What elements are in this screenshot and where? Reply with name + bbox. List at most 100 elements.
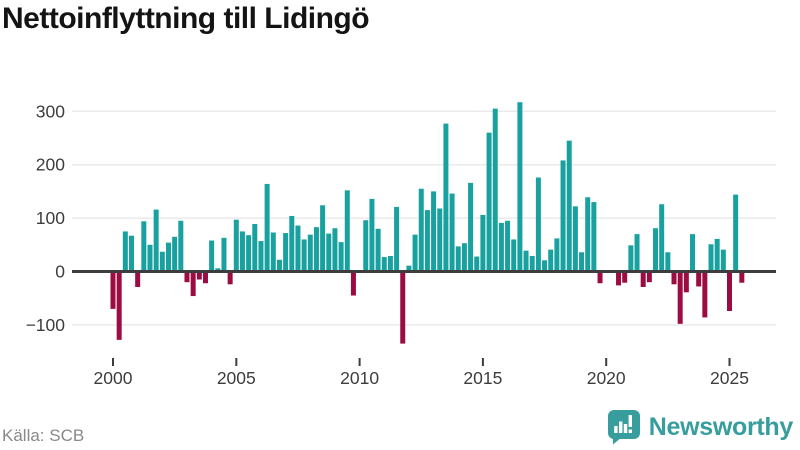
bar: [733, 194, 739, 272]
bar: [394, 206, 400, 272]
bar: [634, 234, 640, 272]
bar: [165, 242, 171, 272]
bar: [449, 193, 455, 272]
bar: [381, 257, 387, 272]
bar: [554, 238, 560, 272]
source-label: Källa: SCB: [2, 426, 85, 445]
bar: [659, 204, 665, 272]
bar: [616, 271, 622, 286]
bar: [227, 271, 233, 285]
bar: [369, 198, 375, 272]
bar: [147, 244, 153, 272]
bar: [720, 249, 726, 272]
y-axis-label: 100: [36, 208, 65, 228]
bar: [412, 234, 418, 272]
bar: [258, 241, 264, 272]
bar: [215, 268, 221, 272]
bar: [116, 271, 122, 340]
bar: [184, 271, 190, 283]
bar: [159, 251, 165, 272]
bar: [363, 220, 369, 272]
bar: [332, 228, 338, 272]
bar: [326, 233, 332, 272]
bar: [542, 260, 548, 272]
bar: [418, 188, 424, 272]
bar: [289, 215, 295, 272]
bar: [431, 191, 437, 272]
bar: [424, 210, 430, 272]
bar: [665, 252, 671, 272]
bar: [579, 252, 585, 272]
bar: [653, 228, 659, 272]
bar: [295, 225, 301, 272]
bar: [640, 271, 646, 287]
bar: [523, 250, 529, 272]
bar: [714, 238, 720, 272]
bar: [400, 271, 406, 344]
y-axis-label: 300: [36, 101, 65, 121]
bar: [455, 246, 461, 272]
bar: [128, 235, 134, 272]
bar: [498, 222, 504, 272]
newsworthy-wordmark: Newsworthy: [648, 412, 794, 441]
y-axis-label: 200: [36, 155, 65, 175]
bar: [135, 271, 141, 287]
y-axis-label: −100: [26, 315, 66, 335]
bar: [122, 231, 128, 272]
bar: [492, 108, 498, 272]
bar: [350, 271, 356, 296]
bar: [320, 205, 326, 272]
bar: [406, 265, 412, 272]
chart-title: Nettoinflyttning till Lidingö: [2, 2, 370, 35]
bar: [566, 140, 572, 272]
x-axis-label: 2015: [463, 368, 502, 388]
bar: [307, 234, 313, 272]
bar: [622, 271, 628, 283]
bar: [270, 232, 276, 272]
bar: [671, 271, 677, 285]
bar: [301, 239, 307, 272]
bar: [591, 202, 597, 272]
bar: [338, 242, 344, 272]
bar: [548, 249, 554, 272]
bar: [585, 197, 591, 272]
bar: [141, 221, 147, 272]
bar: [375, 228, 381, 272]
bar: [387, 256, 393, 272]
bar: [233, 219, 239, 272]
bar: [437, 208, 443, 272]
bar: [276, 259, 282, 272]
bar: [702, 271, 708, 318]
bar: [209, 240, 215, 272]
bar: [252, 223, 258, 272]
bar: [696, 271, 702, 287]
bar: [443, 123, 449, 272]
bar: [677, 271, 683, 324]
bar: [172, 236, 178, 272]
bar: [480, 214, 486, 272]
bar: [461, 243, 467, 272]
newsworthy-logo[interactable]: Newsworthy: [604, 408, 793, 446]
bar: [511, 239, 517, 272]
bar: [246, 235, 252, 272]
bar: [683, 271, 689, 293]
bar: [178, 220, 184, 272]
bar: [517, 102, 523, 272]
y-axis-label: 0: [55, 262, 65, 282]
bar: [196, 271, 202, 280]
bar: [153, 209, 159, 272]
bar: [239, 231, 245, 272]
bar: [486, 132, 492, 272]
bar: [739, 271, 745, 283]
bar: [313, 227, 319, 272]
bar: [190, 271, 196, 297]
x-axis-label: 2025: [710, 368, 749, 388]
x-axis-label: 2020: [587, 368, 626, 388]
bar: [646, 271, 652, 283]
bar: [264, 183, 270, 272]
bar: [505, 220, 511, 272]
x-axis-label: 2005: [217, 368, 256, 388]
bar: [727, 271, 732, 312]
newsworthy-icon: [607, 410, 640, 445]
